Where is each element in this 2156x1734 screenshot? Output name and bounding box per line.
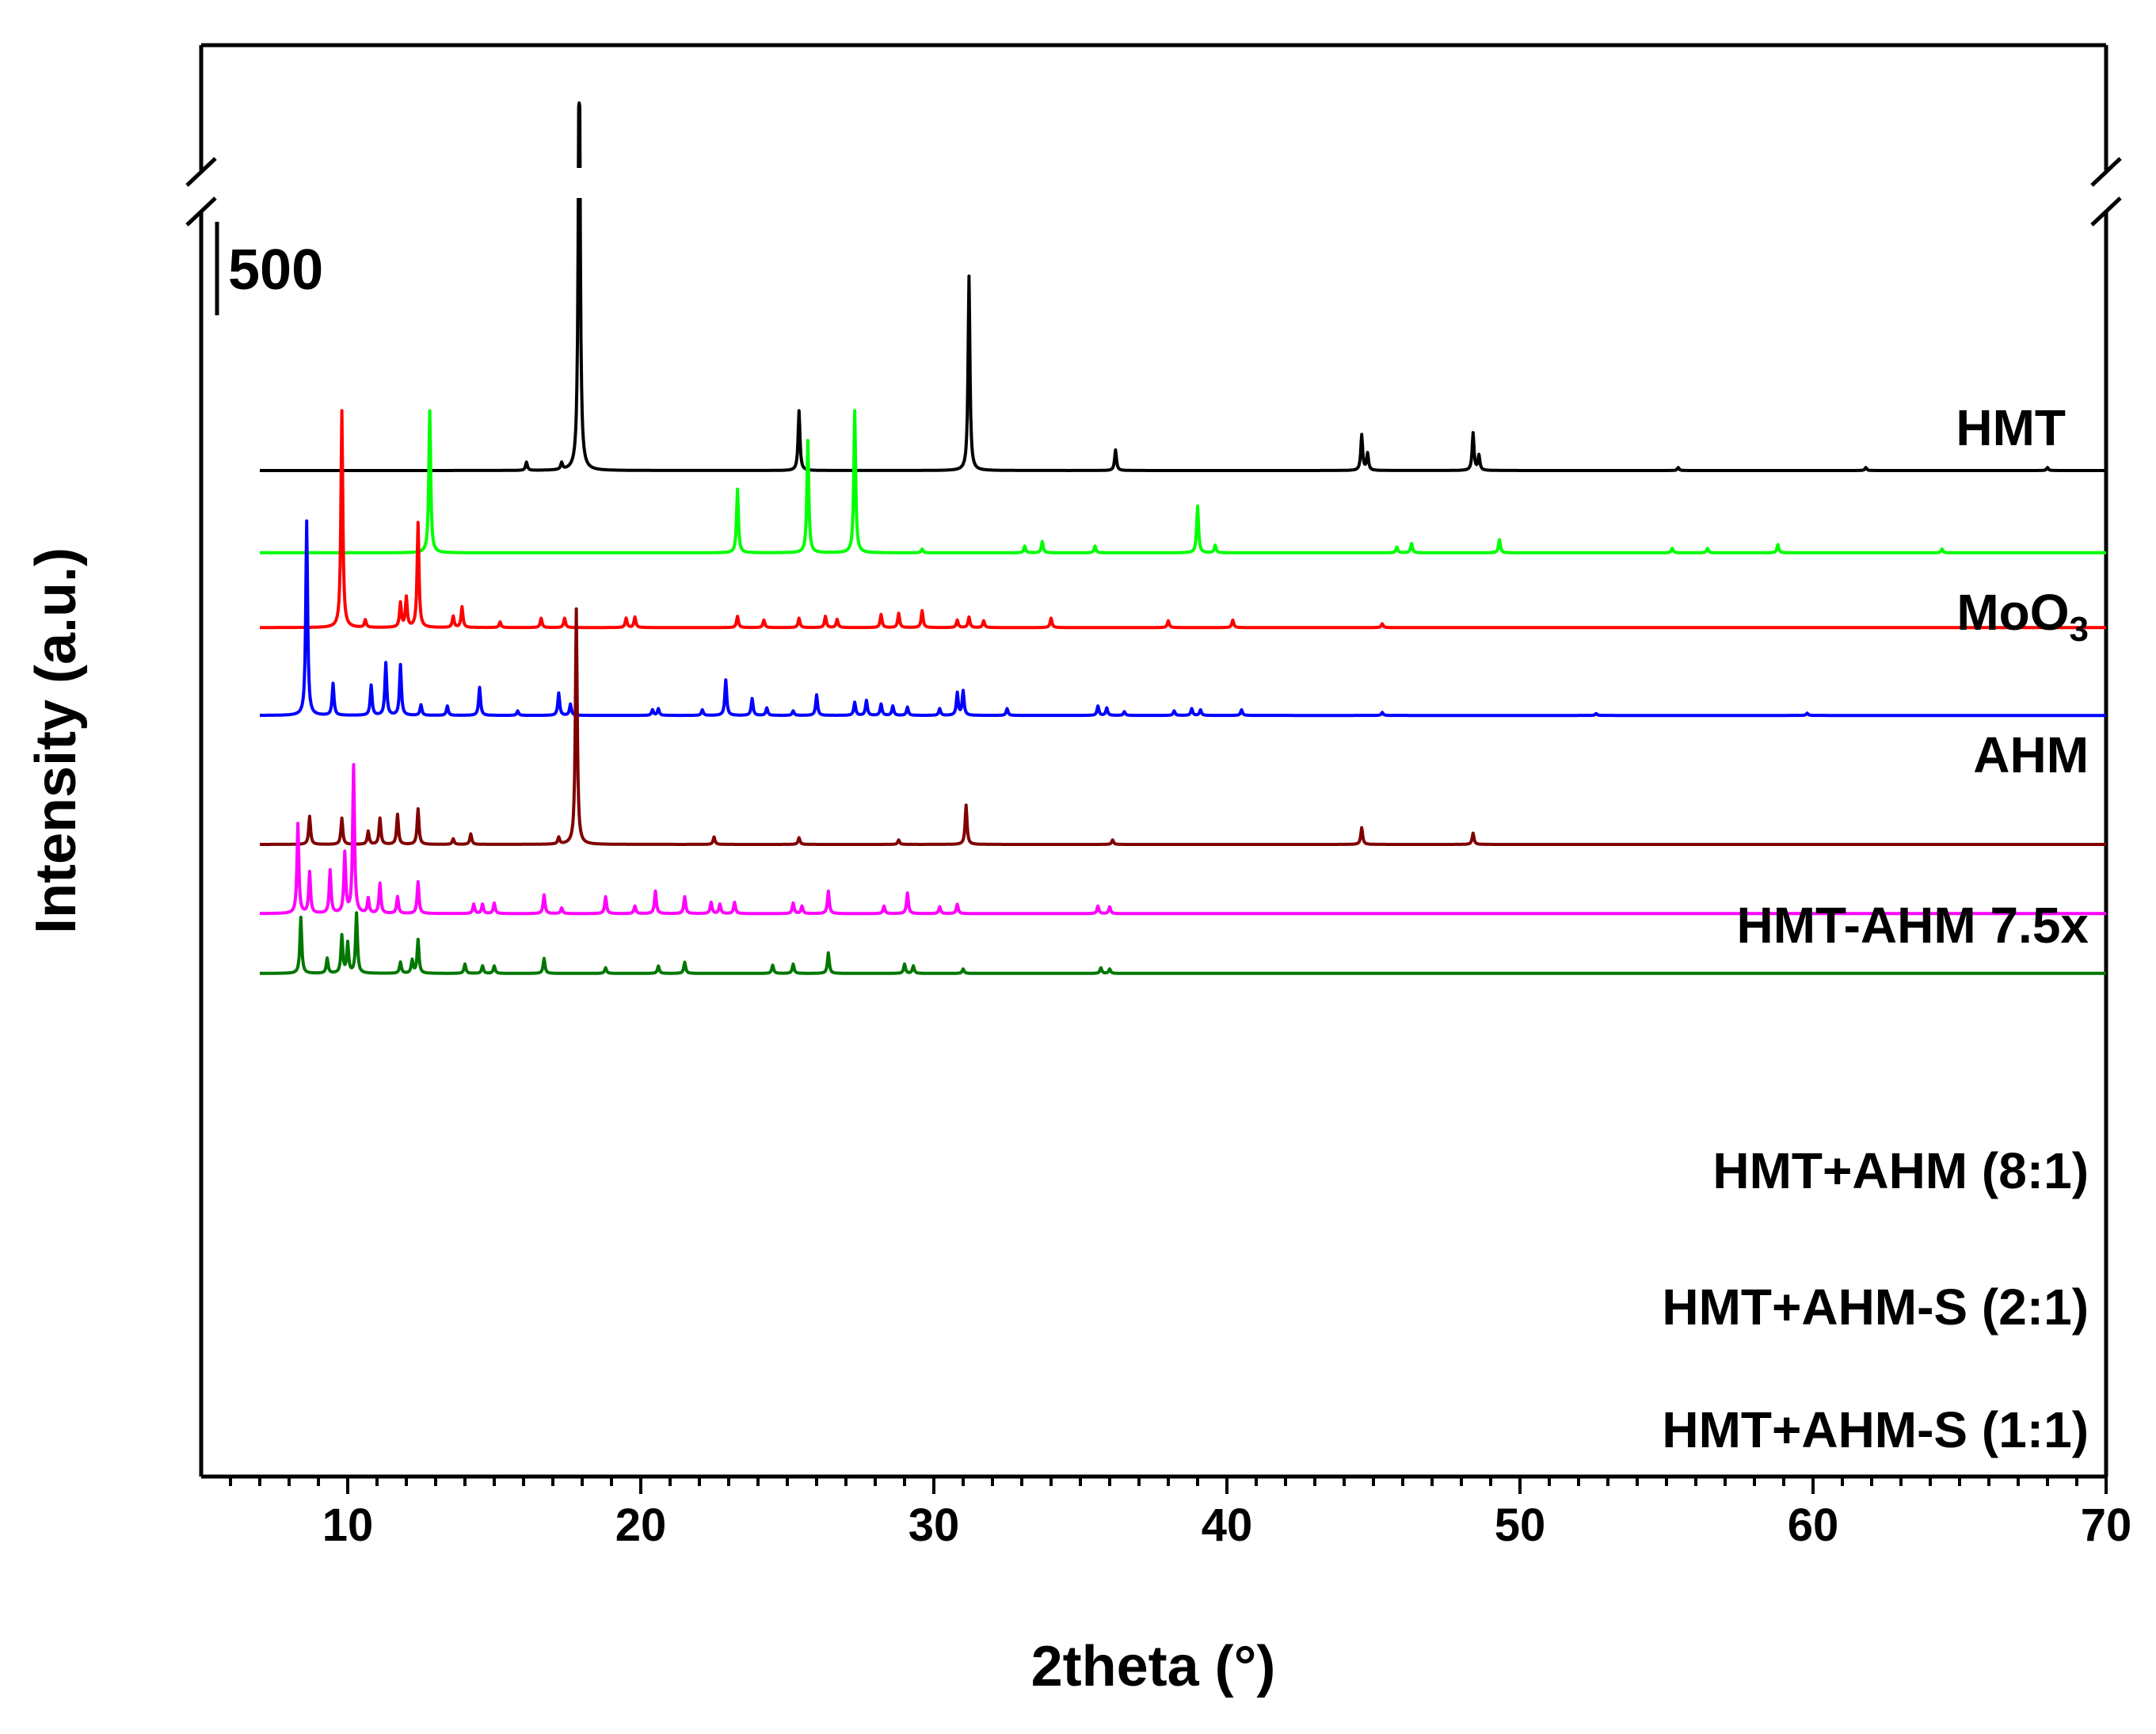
x-tick-label: 30 [908, 1500, 960, 1551]
series-line-moo3 [258, 409, 2108, 554]
x-axis-title: 2theta (°) [1031, 1635, 1276, 1698]
series-labels: HMT MoO3 AHM HMT-AHM 7.5x HMT+AHM (8:1) HMT+A… [1662, 399, 2089, 1458]
axis-break-mark-right-1 [2090, 157, 2122, 187]
series-label: MoO3 [1956, 584, 2089, 649]
series-label: HMT-AHM 7.5x [1737, 897, 2089, 954]
x-tick-label: 70 [2081, 1500, 2132, 1551]
scale-bar-label: 500 [228, 238, 323, 302]
series-label: HMT+AHM (8:1) [1712, 1142, 2089, 1199]
x-tick-label: 20 [615, 1500, 667, 1551]
x-tick-label: 10 [322, 1500, 374, 1551]
series-group [258, 101, 2108, 975]
y-axis-title: Intensity (a.u.) [25, 547, 88, 934]
series-label: HMT [1956, 399, 2066, 456]
series-line-ahm [258, 409, 2108, 630]
series-label: HMT+AHM-S (1:1) [1662, 1401, 2089, 1458]
axis-break-mark-left-2 [185, 196, 217, 227]
peak-break-gap [568, 168, 591, 198]
series-label: AHM [1973, 726, 2089, 783]
x-tick-label: 60 [1788, 1500, 1839, 1551]
series-label: HMT+AHM-S (2:1) [1662, 1279, 2089, 1336]
x-tick-label: 50 [1495, 1500, 1546, 1551]
axis-break-mark-left-1 [185, 157, 217, 187]
axis-break-mark-right-2 [2090, 196, 2122, 227]
series-line-hmt-ahm-8-1 [258, 607, 2108, 846]
x-ticks: 10 20 30 40 50 60 70 [229, 1477, 2132, 1551]
plot-frame [185, 43, 2122, 1479]
x-tick-label: 40 [1202, 1500, 1253, 1551]
series-line-hmt-ahm-s-1-1 [258, 911, 2108, 975]
series-line-hmt-ahm-7-5x [258, 519, 2108, 718]
series-line-hmt-ahm-s-2-1 [258, 763, 2108, 916]
series-line-hmt [258, 101, 2108, 472]
